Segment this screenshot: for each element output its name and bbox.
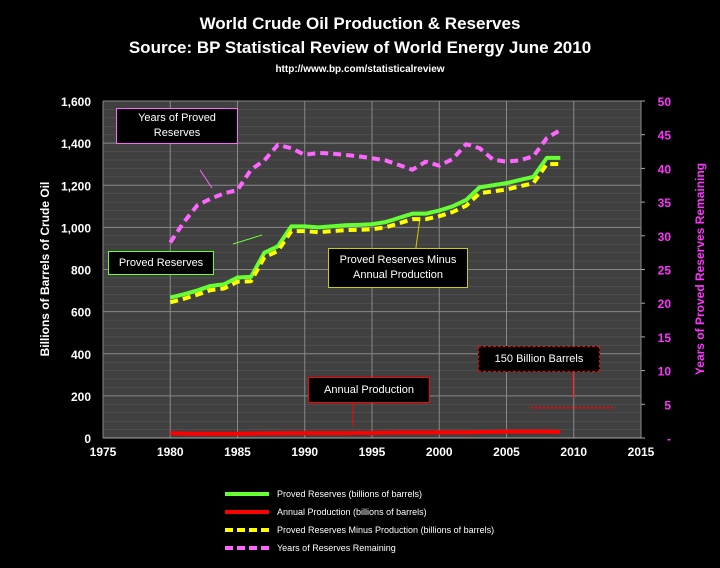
legend-label: Years of Reserves Remaining xyxy=(277,543,396,553)
y-tick-label: 1,200 xyxy=(61,179,91,193)
x-tick-label: 1990 xyxy=(291,445,318,459)
annotation-arrow xyxy=(199,169,213,189)
y2-tick-label: 35 xyxy=(658,196,672,210)
series-line-0 xyxy=(169,155,561,300)
x-tick-label: 1980 xyxy=(157,445,184,459)
y2-tick-label: 10 xyxy=(658,365,672,379)
y-tick-label: 400 xyxy=(71,348,91,362)
y-tick-label: 1,600 xyxy=(61,95,91,109)
series-line-1 xyxy=(170,429,561,436)
annotation-years: Years of Proved Reserves xyxy=(116,108,238,144)
x-tick-label: 1995 xyxy=(359,445,386,459)
legend-item: Years of Reserves Remaining xyxy=(225,543,396,553)
legend-label: Proved Reserves Minus Production (billio… xyxy=(277,525,495,535)
x-tick-label: 2015 xyxy=(628,445,655,459)
y-tick-label: 1,000 xyxy=(61,221,91,235)
y2-tick-label: 15 xyxy=(658,331,672,345)
y-tick-label: 0 xyxy=(84,432,91,446)
legend-swatch xyxy=(225,546,269,550)
y-tick-label: 600 xyxy=(71,306,91,320)
x-tick-label: 2005 xyxy=(493,445,520,459)
legend-label: Proved Reserves (billions of barrels) xyxy=(277,489,423,499)
annotation-proved: Proved Reserves xyxy=(108,251,214,275)
y2-axis-label: Years of Proved Reserves Remaining xyxy=(693,162,707,376)
y2-tick-label: - xyxy=(667,432,671,446)
legend-item: Proved Reserves (billions of barrels) xyxy=(225,489,422,499)
y-tick-label: 1,400 xyxy=(61,137,91,151)
annotation-minus: Proved Reserves Minus Annual Production xyxy=(328,248,468,288)
y2-tick-label: 5 xyxy=(664,398,671,412)
legend-label: Annual Production (billions of barrels) xyxy=(277,507,427,517)
y-tick-label: 200 xyxy=(71,390,91,404)
y2-tick-label: 45 xyxy=(658,129,672,143)
legend-item: Proved Reserves Minus Production (billio… xyxy=(225,525,494,535)
series-line-2 xyxy=(169,161,561,305)
legend-item: Annual Production (billions of barrels) xyxy=(225,507,427,517)
chart-url: http://www.bp.com/statisticalreview xyxy=(275,64,445,75)
chart-title: World Crude Oil Production & Reserves xyxy=(199,14,521,33)
chart-subtitle: Source: BP Statistical Review of World E… xyxy=(128,38,592,57)
x-tick-label: 2010 xyxy=(560,445,587,459)
legend-swatch xyxy=(225,510,269,514)
y2-tick-label: 40 xyxy=(658,162,672,176)
y-tick-label: 800 xyxy=(71,264,91,278)
x-tick-label: 1975 xyxy=(90,445,117,459)
y2-tick-label: 30 xyxy=(658,230,672,244)
y2-tick-label: 25 xyxy=(658,264,672,278)
x-tick-label: 1985 xyxy=(224,445,251,459)
x-tick-label: 2000 xyxy=(426,445,453,459)
annotation-arrow xyxy=(232,234,263,245)
annotation-barrels: 150 Billion Barrels xyxy=(478,346,600,372)
annotation-annual: Annual Production xyxy=(308,377,430,403)
y2-tick-label: 50 xyxy=(658,95,672,109)
legend-swatch xyxy=(225,492,269,496)
series-line-3 xyxy=(168,128,562,244)
y-axis-label: Billions of Barrels of Crude Oil xyxy=(38,181,52,357)
y2-tick-label: 20 xyxy=(658,297,672,311)
legend-swatch xyxy=(225,528,269,532)
